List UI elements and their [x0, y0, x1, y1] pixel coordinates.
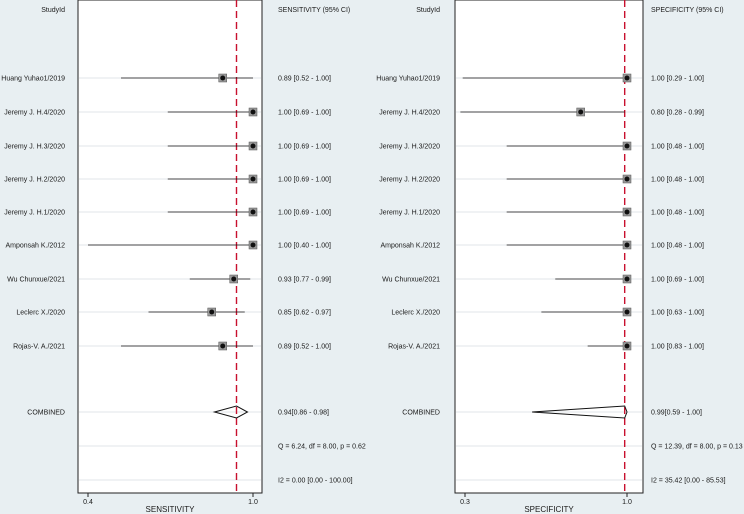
study-label: Jeremy J. H.1/2020: [4, 210, 65, 217]
specificity-q-statistic: Q = 12.39, df = 8.00, p = 0.13: [651, 444, 743, 451]
study-label: Wu Chunxue/2021: [382, 277, 440, 284]
sensitivity-x-axis-label: SENSITIVITY: [146, 505, 196, 514]
study-label: Jeremy J. H.4/2020: [4, 110, 65, 117]
study-ci-text: 1.00 [0.40 - 1.00]: [278, 243, 331, 250]
study-ci-text: 0.89 [0.52 - 1.00]: [278, 76, 331, 83]
study-label: Huang Yuhao1/2019: [1, 76, 65, 83]
study-point-estimate: [220, 343, 226, 349]
sensitivity-plot-area: [77, 0, 263, 494]
study-label: Leclerc X./2020: [391, 310, 440, 317]
study-ci-text: 1.00 [0.63 - 1.00]: [651, 310, 704, 317]
specificity-x-tick-label: 1.0: [622, 499, 632, 506]
study-point-estimate: [624, 309, 630, 315]
sensitivity-x-tick-label: 1.0: [248, 499, 258, 506]
study-label: Jeremy J. H.1/2020: [379, 210, 440, 217]
study-ci-text: 1.00 [0.69 - 1.00]: [278, 177, 331, 184]
study-ci-text: 1.00 [0.69 - 1.00]: [278, 110, 331, 117]
study-ci-text: 1.00 [0.48 - 1.00]: [651, 243, 704, 250]
study-label: Amponsah K./2012: [380, 243, 440, 250]
study-label: Wu Chunxue/2021: [7, 277, 65, 284]
study-ci-text: 0.80 [0.28 - 0.99]: [651, 110, 704, 117]
study-ci-text: 1.00 [0.48 - 1.00]: [651, 210, 704, 217]
specificity-x-axis-label: SPECIFICITY: [524, 505, 574, 514]
study-label: Jeremy J. H.3/2020: [379, 144, 440, 151]
study-point-estimate: [220, 75, 226, 81]
study-point-estimate: [209, 309, 215, 315]
study-label: Huang Yuhao1/2019: [376, 76, 440, 83]
study-point-estimate: [624, 75, 630, 81]
study-ci-text: 1.00 [0.48 - 1.00]: [651, 144, 704, 151]
study-point-estimate: [250, 209, 256, 215]
specificity-ci-header: SPECIFICITY (95% CI): [651, 7, 724, 14]
study-point-estimate: [250, 242, 256, 248]
study-label: Jeremy J. H.4/2020: [379, 110, 440, 117]
study-point-estimate: [624, 343, 630, 349]
study-label: Leclerc X./2020: [16, 310, 65, 317]
sensitivity-combined-diamond: [212, 405, 249, 419]
study-ci-text: 0.85 [0.62 - 0.97]: [278, 310, 331, 317]
study-ci-text: 1.00 [0.69 - 1.00]: [278, 210, 331, 217]
study-ci-text: 1.00 [0.48 - 1.00]: [651, 177, 704, 184]
specificity-combined-ci-text: 0.99[0.59 - 1.00]: [651, 410, 702, 417]
sensitivity-combined-label: COMBINED: [27, 410, 65, 417]
study-ci-text: 1.00 [0.69 - 1.00]: [651, 277, 704, 284]
study-ci-text: 1.00 [0.83 - 1.00]: [651, 344, 704, 351]
sensitivity-panel: StudyId SENSITIVITY (95% CI) Huang Yuhao1/…: [1, 0, 366, 514]
study-ci-text: 1.00 [0.29 - 1.00]: [651, 76, 704, 83]
study-point-estimate: [250, 143, 256, 149]
sensitivity-combined-ci-text: 0.94[0.86 - 0.98]: [278, 410, 329, 417]
study-label: Amponsah K./2012: [5, 243, 65, 250]
specificity-studyid-header: StudyId: [416, 7, 440, 14]
specificity-combined-label: COMBINED: [402, 410, 440, 417]
specificity-plot-area: [454, 0, 644, 494]
sensitivity-i2-statistic: I2 = 0.00 [0.00 - 100.00]: [278, 478, 353, 485]
study-label: Jeremy J. H.2/2020: [379, 177, 440, 184]
sensitivity-q-statistic: Q = 6.24, df = 8.00, p = 0.62: [278, 444, 366, 451]
specificity-combined-diamond: [532, 405, 628, 419]
sensitivity-ci-header: SENSITIVITY (95% CI): [278, 7, 350, 14]
study-point-estimate: [231, 276, 237, 282]
study-ci-text: 0.89 [0.52 - 1.00]: [278, 344, 331, 351]
study-point-estimate: [250, 109, 256, 115]
study-label: Rojas-V. A./2021: [13, 344, 65, 351]
study-point-estimate: [250, 176, 256, 182]
specificity-panel: StudyId SPECIFICITY (95% CI) Huang Yuhao1/…: [376, 0, 743, 514]
study-label: Rojas-V. A./2021: [388, 344, 440, 351]
study-label: Jeremy J. H.3/2020: [4, 144, 65, 151]
study-point-estimate: [624, 242, 630, 248]
study-point-estimate: [624, 209, 630, 215]
study-point-estimate: [624, 276, 630, 282]
specificity-i2-statistic: I2 = 35.42 [0.00 - 85.53]: [651, 478, 726, 485]
study-point-estimate: [578, 109, 584, 115]
study-ci-text: 1.00 [0.69 - 1.00]: [278, 144, 331, 151]
sensitivity-x-tick-label: 0.4: [83, 499, 93, 506]
sensitivity-studyid-header: StudyId: [41, 7, 65, 14]
study-point-estimate: [624, 143, 630, 149]
study-label: Jeremy J. H.2/2020: [4, 177, 65, 184]
study-point-estimate: [624, 176, 630, 182]
study-ci-text: 0.93 [0.77 - 0.99]: [278, 277, 331, 284]
specificity-x-tick-label: 0.3: [460, 499, 470, 506]
